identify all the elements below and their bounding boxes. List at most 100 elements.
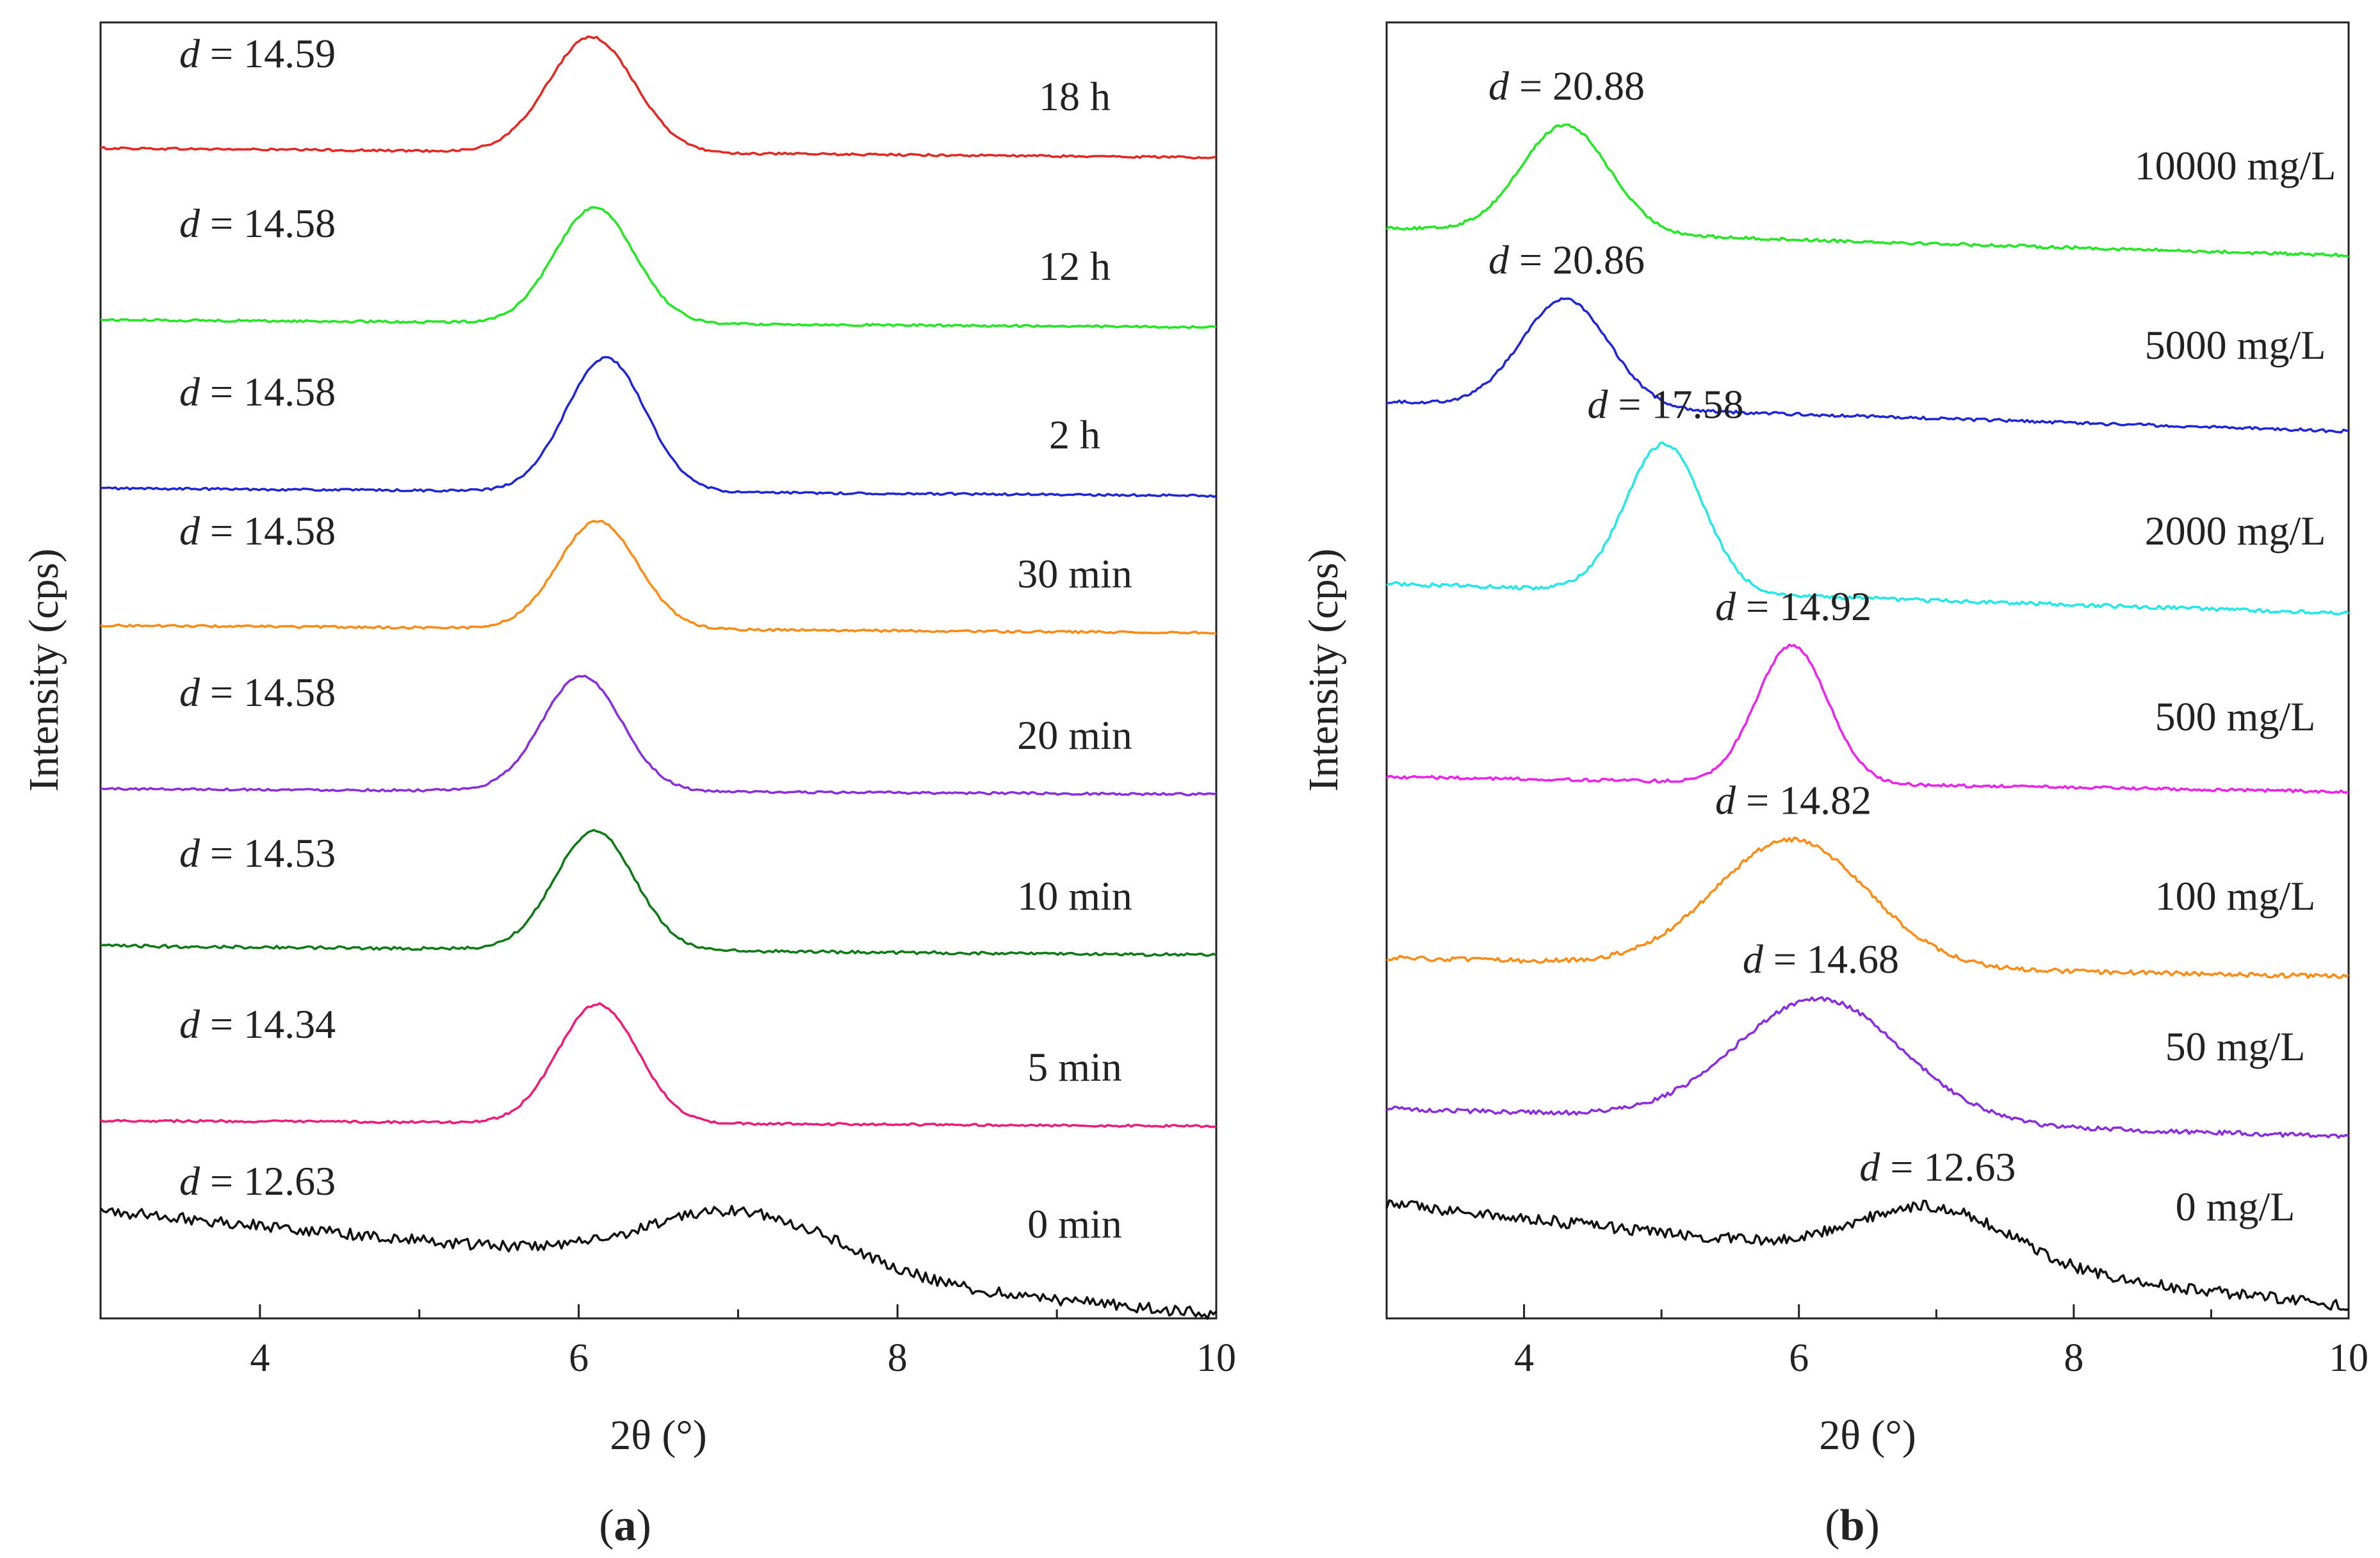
series-label: 100 mg/L bbox=[2155, 873, 2316, 919]
x-tick-label: 10 bbox=[2329, 1336, 2368, 1380]
series-line bbox=[1386, 836, 2349, 980]
d-spacing-label: d = 14.58 bbox=[179, 508, 336, 554]
d-value: = 14.82 bbox=[1736, 778, 1871, 823]
d-value: = 14.53 bbox=[200, 830, 336, 876]
series-label: 10 min bbox=[1017, 873, 1132, 919]
d-symbol: d bbox=[179, 1158, 200, 1204]
d-value: = 14.68 bbox=[1763, 937, 1899, 982]
d-spacing-label: d = 12.63 bbox=[179, 1158, 336, 1204]
series-label: 18 h bbox=[1039, 74, 1111, 119]
d-value: = 20.86 bbox=[1509, 237, 1645, 283]
d-symbol: d bbox=[1859, 1144, 1880, 1190]
series-label: 500 mg/L bbox=[2155, 694, 2316, 739]
series-line bbox=[1385, 643, 2349, 794]
x-tick-label: 4 bbox=[250, 1336, 270, 1380]
y-axis-title-a: Intensity (cps) bbox=[20, 548, 67, 791]
plot-frame-b bbox=[1385, 21, 2350, 1320]
series-line bbox=[100, 206, 1217, 329]
series-label: 50 mg/L bbox=[2165, 1024, 2306, 1069]
d-value: = 14.92 bbox=[1736, 584, 1871, 629]
d-value: = 12.63 bbox=[200, 1158, 336, 1204]
d-spacing-label: d = 14.58 bbox=[179, 669, 336, 715]
d-spacing-label: d = 12.63 bbox=[1859, 1144, 2016, 1190]
series-line bbox=[100, 1002, 1217, 1129]
series-label: 0 min bbox=[1027, 1201, 1122, 1247]
panel-label-b: (b) bbox=[1825, 1501, 1880, 1550]
x-ticks-b: 4 6 8 10 bbox=[1385, 1304, 2368, 1380]
series-label: 5 min bbox=[1027, 1044, 1122, 1090]
labels-a: 18 h d = 14.59 12 h d = 14.58 2 h d = 14.58 30… bbox=[179, 31, 1132, 1247]
d-spacing-label: d = 14.68 bbox=[1743, 937, 1899, 982]
d-spacing-label: d = 14.92 bbox=[1715, 584, 1871, 629]
panel-label-b-letter: b bbox=[1840, 1501, 1865, 1550]
d-spacing-label: d = 14.34 bbox=[179, 1001, 336, 1047]
panel-label-a: (a) bbox=[599, 1501, 651, 1550]
d-symbol: d bbox=[1715, 778, 1736, 823]
x-tick-label: 8 bbox=[888, 1336, 908, 1380]
series-label: 20 min bbox=[1017, 712, 1132, 758]
d-spacing-label: d = 14.59 bbox=[179, 31, 336, 76]
d-symbol: d bbox=[179, 369, 200, 414]
x-tick-label: 8 bbox=[2064, 1336, 2083, 1380]
series-label: 30 min bbox=[1017, 551, 1132, 596]
x-tick-label: 6 bbox=[569, 1336, 589, 1380]
d-symbol: d bbox=[179, 669, 200, 715]
x-ticks-a: 4 6 8 10 bbox=[99, 1304, 1236, 1380]
series-label: 12 h bbox=[1039, 243, 1111, 289]
series-line bbox=[1385, 123, 2349, 258]
d-symbol: d bbox=[179, 201, 200, 246]
panel-a: 4 6 8 10 18 h d = 14.59 12 h d = 14.58 2 h d = 1… bbox=[20, 21, 1236, 1550]
d-value: = 20.88 bbox=[1509, 63, 1645, 108]
d-symbol: d bbox=[1488, 237, 1510, 283]
d-spacing-label: d = 20.86 bbox=[1488, 237, 1645, 283]
x-axis-title-a: 2θ (°) bbox=[610, 1412, 706, 1459]
d-symbol: d bbox=[1743, 937, 1764, 982]
series-line bbox=[100, 35, 1217, 160]
x-tick-label: 6 bbox=[1789, 1336, 1809, 1380]
series-label: 10000 mg/L bbox=[2135, 143, 2336, 188]
series-label: 0 mg/L bbox=[2176, 1184, 2295, 1229]
d-spacing-label: d = 14.82 bbox=[1715, 778, 1871, 823]
d-value: = 14.34 bbox=[200, 1001, 336, 1047]
labels-b: 10000 mg/L d = 20.88 5000 mg/L d = 20.86 200… bbox=[1488, 63, 2336, 1229]
plot-frame-a bbox=[99, 21, 1218, 1320]
d-value: = 14.58 bbox=[200, 508, 336, 554]
d-symbol: d bbox=[1587, 381, 1608, 427]
d-value: = 17.58 bbox=[1608, 381, 1743, 427]
series-line bbox=[100, 356, 1217, 498]
series-line bbox=[99, 1204, 1218, 1320]
d-spacing-label: d = 14.58 bbox=[179, 369, 336, 414]
series-label: 2 h bbox=[1049, 412, 1100, 457]
d-spacing-label: d = 14.58 bbox=[179, 201, 336, 246]
series-line bbox=[100, 828, 1217, 958]
series-line bbox=[100, 675, 1217, 797]
y-axis-title-b: Intensity (cps) bbox=[1300, 548, 1347, 791]
series-line bbox=[1385, 1199, 2349, 1311]
traces-a bbox=[99, 35, 1218, 1320]
d-spacing-label: d = 20.88 bbox=[1488, 63, 1645, 108]
x-tick-label: 4 bbox=[1514, 1336, 1534, 1380]
series-line bbox=[1386, 441, 2350, 616]
series-label: 2000 mg/L bbox=[2145, 508, 2326, 554]
d-symbol: d bbox=[1488, 63, 1510, 108]
d-symbol: d bbox=[179, 1001, 200, 1047]
d-symbol: d bbox=[179, 830, 200, 876]
d-symbol: d bbox=[1715, 584, 1736, 629]
d-symbol: d bbox=[179, 31, 200, 76]
d-value: = 14.58 bbox=[200, 201, 336, 246]
d-symbol: d bbox=[179, 508, 200, 554]
d-value: = 14.58 bbox=[200, 369, 336, 414]
d-spacing-label: d = 14.53 bbox=[179, 830, 336, 876]
d-value: = 12.63 bbox=[1880, 1144, 2016, 1190]
d-spacing-label: d = 17.58 bbox=[1587, 381, 1743, 427]
series-line bbox=[1386, 996, 2349, 1139]
d-value: = 14.58 bbox=[200, 669, 336, 715]
panel-label-a-letter: a bbox=[614, 1501, 637, 1550]
d-value: = 14.59 bbox=[200, 31, 336, 76]
x-tick-label: 10 bbox=[1196, 1336, 1236, 1380]
panel-b: 4 6 8 10 10000 mg/L d = 20.88 5000 mg/L d = 20… bbox=[1300, 21, 2368, 1550]
traces-b bbox=[1385, 123, 2350, 1311]
series-line bbox=[100, 520, 1217, 636]
series-label: 5000 mg/L bbox=[2145, 322, 2326, 368]
